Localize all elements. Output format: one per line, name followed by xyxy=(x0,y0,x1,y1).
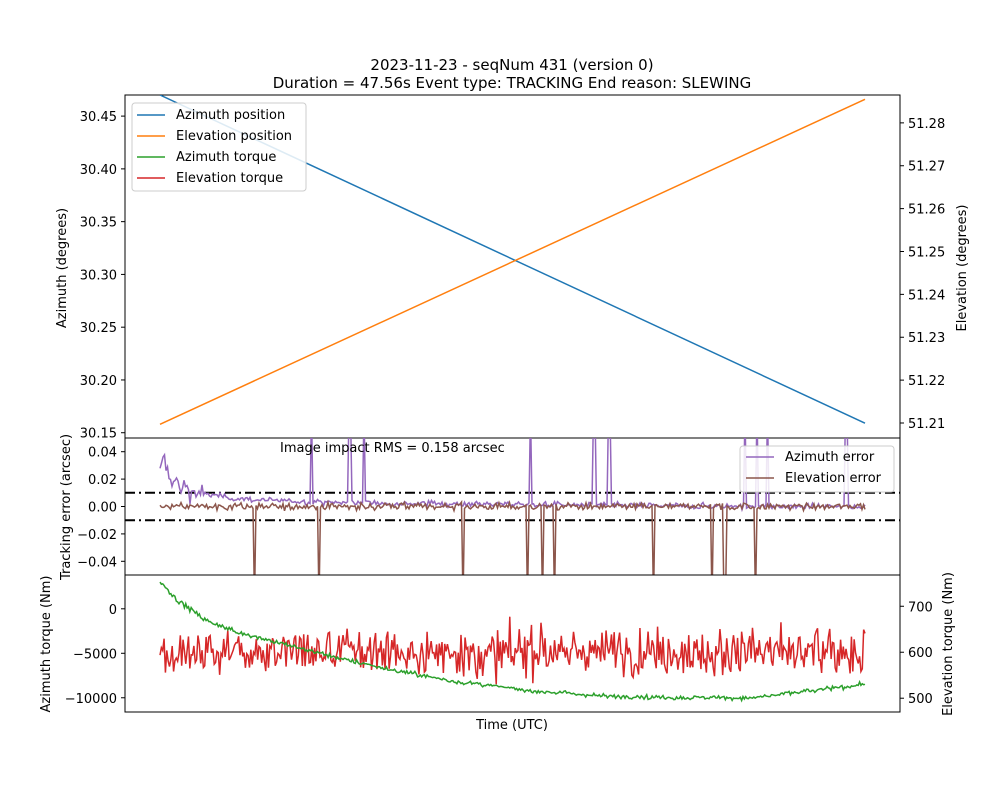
elevation-y-tick-label: 51.27 xyxy=(908,160,945,175)
tracking-error-panel: 0.04 0.02 0.00 −0.02 −0.04 Azimuth error Eleva… xyxy=(77,437,901,576)
legend-entry: Elevation error xyxy=(785,471,882,486)
elevation-y-tick-label: 51.24 xyxy=(908,288,945,303)
position-panel: 30.15 30.20 30.25 30.30 30.35 30.40 30.45 51.21… xyxy=(80,94,945,442)
legend-entry: Azimuth error xyxy=(785,450,875,465)
tracking-error-y-tick-label: 0.04 xyxy=(88,446,117,461)
azimuth-y-tick-label: 30.45 xyxy=(80,110,117,125)
legend-entry: Elevation torque xyxy=(176,171,283,186)
tracking-error-y-tick-label: −0.04 xyxy=(77,555,117,570)
azimuth-y-axis-label: Azimuth (degrees) xyxy=(55,208,70,328)
tracking-error-y-tick-label: 0.00 xyxy=(88,501,117,516)
azimuth-torque-y-tick-label: −5000 xyxy=(73,647,117,662)
chart-title-line1: 2023-11-23 - seqNum 431 (version 0) xyxy=(370,56,653,74)
elevation-y-tick-label: 51.25 xyxy=(908,245,945,260)
tracking-error-legend-box xyxy=(739,445,895,493)
azimuth-torque-y-tick-label: −10000 xyxy=(65,692,117,707)
azimuth-torque-line xyxy=(159,581,866,703)
chart-title-line2: Duration = 47.56s Event type: TRACKING E… xyxy=(273,74,751,92)
position-legend: Azimuth position Elevation position Azimut… xyxy=(131,102,307,192)
tracking-error-y-tick-label: 0.02 xyxy=(88,473,117,488)
azimuth-y-tick-label: 30.25 xyxy=(80,321,117,336)
azimuth-torque-y-tick-label: 0 xyxy=(109,603,117,618)
elevation-y-tick-label: 51.22 xyxy=(908,374,945,389)
azimuth-y-tick-label: 30.35 xyxy=(80,216,117,231)
x-axis-label: Time (UTC) xyxy=(475,718,548,733)
azimuth-torque-y-axis-label: Azimuth torque (Nm) xyxy=(39,575,54,712)
elevation-y-tick-label: 51.26 xyxy=(908,203,945,218)
tracking-error-y-tick-label: −0.02 xyxy=(77,528,117,543)
legend-entry: Elevation position xyxy=(176,129,292,144)
elevation-position-line xyxy=(159,98,866,425)
tracking-error-legend: Azimuth error Elevation error xyxy=(739,445,895,493)
elevation-y-tick-label: 51.21 xyxy=(908,417,945,432)
legend-entry: Azimuth position xyxy=(176,108,285,123)
rms-annotation: Image impact RMS = 0.158 arcsec xyxy=(280,441,505,456)
torque-plot-frame xyxy=(124,574,901,713)
torque-panel: 0 −5000 −10000 700 600 500 xyxy=(65,574,933,713)
tracking-error-y-axis-label: Tracking error (arcsec) xyxy=(59,434,74,581)
elevation-torque-line xyxy=(159,616,866,685)
elevation-y-axis-label: Elevation (degrees) xyxy=(955,205,970,332)
elevation-torque-y-axis-label: Elevation torque (Nm) xyxy=(941,572,956,716)
elevation-torque-y-tick-label: 700 xyxy=(908,600,933,615)
elevation-error-line xyxy=(159,499,866,575)
azimuth-y-tick-label: 30.40 xyxy=(80,163,117,178)
elevation-y-tick-label: 51.23 xyxy=(908,331,945,346)
azimuth-y-tick-label: 30.20 xyxy=(80,374,117,389)
azimuth-y-tick-label: 30.30 xyxy=(80,268,117,283)
azimuth-y-tick-label: 30.15 xyxy=(80,427,117,442)
elevation-torque-y-tick-label: 600 xyxy=(908,646,933,661)
elevation-torque-y-tick-label: 500 xyxy=(908,692,933,707)
azimuth-error-line xyxy=(159,438,866,513)
legend-entry: Azimuth torque xyxy=(176,150,276,165)
elevation-y-tick-label: 51.28 xyxy=(908,117,945,132)
position-legend-box xyxy=(131,102,307,192)
